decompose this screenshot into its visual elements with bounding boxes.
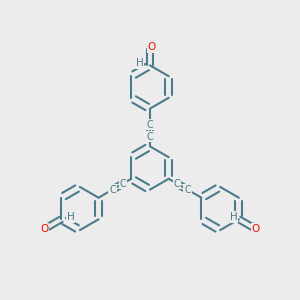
Text: C: C bbox=[109, 184, 116, 195]
Text: C: C bbox=[174, 178, 181, 189]
Text: O: O bbox=[147, 42, 156, 52]
Text: C: C bbox=[184, 184, 191, 195]
Text: H: H bbox=[136, 58, 143, 68]
Text: C: C bbox=[147, 132, 153, 142]
Text: C: C bbox=[119, 178, 126, 189]
Text: O: O bbox=[251, 224, 260, 234]
Text: O: O bbox=[40, 224, 49, 234]
Text: C: C bbox=[147, 120, 153, 130]
Text: H: H bbox=[230, 212, 237, 222]
Text: H: H bbox=[67, 212, 74, 222]
